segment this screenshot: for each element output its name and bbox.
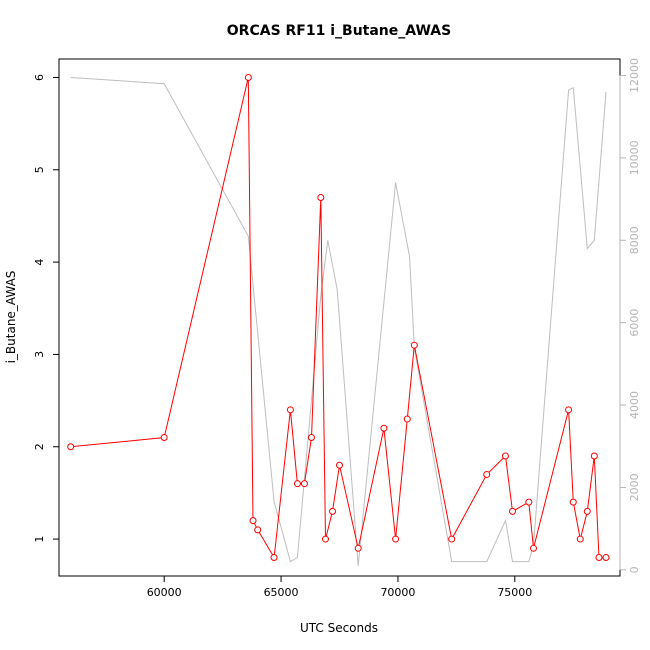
data-point xyxy=(160,434,168,442)
data-point xyxy=(307,434,315,442)
chart-title: ORCAS RF11 i_Butane_AWAS xyxy=(227,23,451,39)
y-axis-label: i_Butane_AWAS xyxy=(4,271,18,364)
y2-tick-label: 12000 xyxy=(628,58,641,93)
data-point xyxy=(286,406,294,414)
y-tick-label: 1 xyxy=(33,536,46,543)
y2-tick-label: 0 xyxy=(628,566,641,573)
x-axis: 60000 65000 70000 75000 xyxy=(147,575,532,599)
data-point xyxy=(595,554,603,562)
data-point xyxy=(317,193,325,201)
y2-tick-label: 2000 xyxy=(628,473,641,501)
data-point xyxy=(569,498,577,506)
data-point xyxy=(293,480,301,488)
x-tick-label: 60000 xyxy=(147,586,182,599)
data-point xyxy=(354,544,362,552)
data-point xyxy=(67,443,75,451)
data-point xyxy=(565,406,573,414)
data-point xyxy=(448,535,456,543)
series-line-right xyxy=(70,77,607,566)
data-point xyxy=(576,535,584,543)
y2-tick-label: 6000 xyxy=(628,309,641,337)
data-point xyxy=(583,507,591,515)
y2-axis: 0 2000 4000 6000 8000 10000 12000 xyxy=(619,58,641,573)
data-point xyxy=(590,452,598,460)
y-tick-label: 6 xyxy=(33,74,46,81)
data-point xyxy=(392,535,400,543)
data-point xyxy=(410,341,418,349)
y2-tick-label: 4000 xyxy=(628,391,641,419)
data-point xyxy=(336,461,343,469)
series-layer xyxy=(67,73,610,566)
data-point xyxy=(249,517,257,525)
y-axis: 1 2 3 4 5 6 xyxy=(33,74,60,543)
x-tick-label: 75000 xyxy=(497,586,532,599)
data-point xyxy=(602,554,610,562)
y-tick-label: 5 xyxy=(33,166,46,173)
data-point xyxy=(403,415,411,423)
y-tick-label: 3 xyxy=(33,351,46,358)
data-point xyxy=(525,498,533,506)
data-point xyxy=(501,452,509,460)
data-point xyxy=(321,535,329,543)
data-point xyxy=(328,507,336,515)
y2-tick-label: 8000 xyxy=(628,226,641,254)
data-point xyxy=(530,544,538,552)
y-tick-label: 4 xyxy=(33,259,46,266)
y2-tick-label: 10000 xyxy=(628,140,641,175)
data-point xyxy=(508,507,516,515)
data-point xyxy=(380,424,388,432)
series-line-left xyxy=(70,77,606,560)
data-point xyxy=(244,73,252,81)
x-tick-label: 65000 xyxy=(264,586,299,599)
x-axis-label: UTC Seconds xyxy=(300,621,378,635)
data-point xyxy=(300,480,308,488)
data-point xyxy=(270,554,278,562)
data-point xyxy=(483,470,491,478)
data-point xyxy=(254,526,262,534)
x-tick-label: 70000 xyxy=(380,586,415,599)
y-tick-label: 2 xyxy=(33,443,46,450)
